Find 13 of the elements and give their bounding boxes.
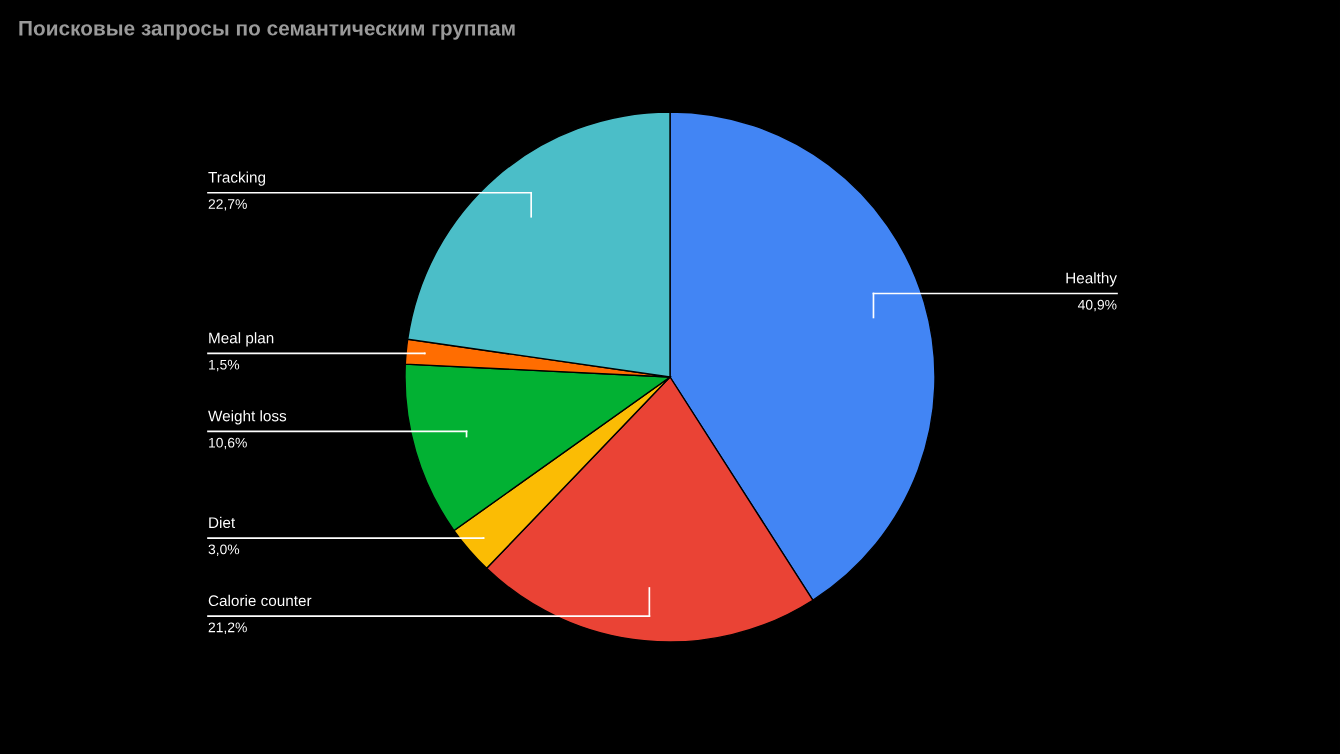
slice-label: Weight loss: [208, 410, 287, 425]
slice-label: Calorie counter: [208, 594, 312, 607]
data-label: 40,9%: [1077, 299, 1117, 312]
data-label: 3,0%: [208, 544, 240, 556]
data-label: 1,5%: [209, 359, 240, 372]
slice-label: Healthy: [1066, 272, 1117, 287]
data-label: 22,7%: [208, 199, 247, 211]
slice-label: Meal plan: [209, 332, 274, 347]
chart-title: Поисковые запросы по семантическим группам: [19, 21, 515, 40]
data-label: 21,2%: [208, 622, 247, 634]
slice-label: Diet: [209, 516, 236, 529]
data-label: 10,6%: [209, 437, 247, 450]
slice-label: Tracking: [208, 171, 266, 186]
